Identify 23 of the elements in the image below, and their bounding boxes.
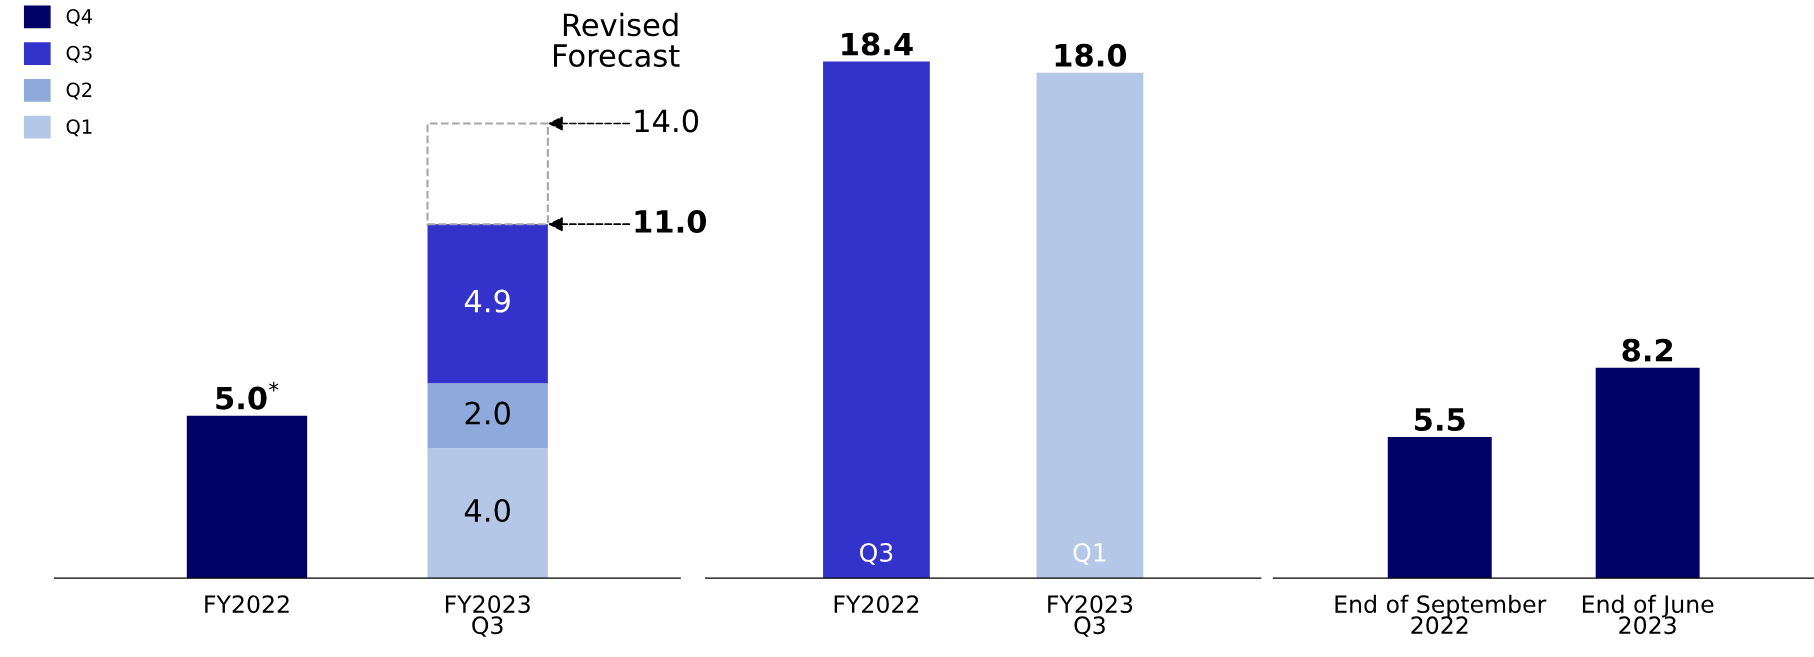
data-label: 8.2 bbox=[1622, 338, 1673, 362]
data-label: 5.0$^{*}$ bbox=[216, 381, 279, 410]
data-label: 18.4 bbox=[842, 32, 913, 56]
x-tick-label: End of September 2022 bbox=[1335, 594, 1547, 635]
x-tick-label: FY2023 Q3 bbox=[1048, 595, 1133, 637]
text: Revised Forecast bbox=[553, 12, 680, 68]
data-label: 5.5 bbox=[1415, 408, 1465, 432]
annotation: 11.0 bbox=[635, 209, 707, 234]
x-tick-label: FY2022 bbox=[834, 595, 919, 614]
legend-label: Q3 bbox=[66, 45, 92, 63]
data-label: 18.0 bbox=[1055, 43, 1127, 67]
data-label: 4.9 bbox=[464, 289, 510, 313]
legend-label: Q1 bbox=[66, 119, 92, 137]
legend-label: Q4 bbox=[66, 8, 93, 26]
x-tick-label: End of June 2023 bbox=[1582, 594, 1714, 635]
annotation: 14.0 bbox=[635, 109, 699, 133]
legend-label: Q2 bbox=[66, 82, 92, 100]
annotation: Q3 bbox=[860, 543, 893, 565]
data-label: 2.0 bbox=[465, 401, 510, 425]
annotation: Q1 bbox=[1073, 543, 1106, 565]
x-tick-label: FY2023 Q3 bbox=[445, 595, 530, 637]
x-tick-label: FY2022 bbox=[205, 595, 289, 614]
data-label: 4.0 bbox=[464, 498, 510, 523]
